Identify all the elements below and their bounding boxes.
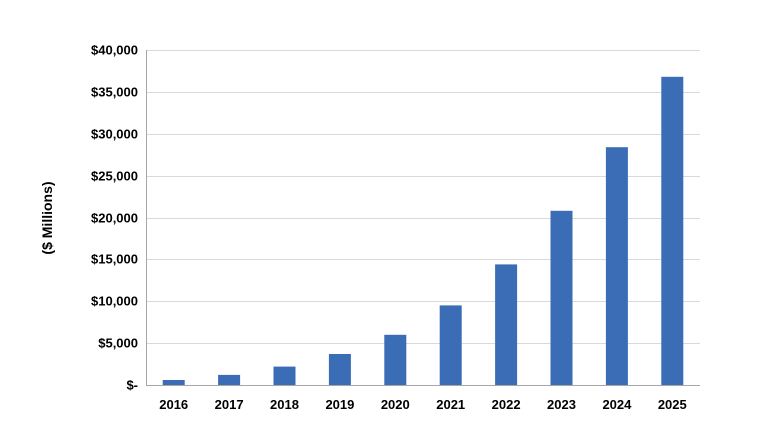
y-tick-label: $30,000	[91, 127, 138, 142]
bar-2019	[328, 354, 351, 385]
gridlines	[146, 50, 700, 344]
x-tick-labels: 2016 2017 2018 2019 2020 2021 2022 2023 2024 2025	[159, 397, 687, 412]
bars	[162, 76, 684, 386]
y-tick-labels: $- $5,000 $10,000 $15,000 $20,000 $25,000 $30,…	[91, 43, 138, 393]
x-tick-label-2018: 2018	[270, 397, 299, 412]
y-axis-title: ($ Millions)	[39, 181, 55, 254]
x-tick-label-2025: 2025	[658, 397, 687, 412]
x-tick-label-2022: 2022	[492, 397, 521, 412]
y-tick-label: $15,000	[91, 252, 138, 267]
bar-2023	[550, 210, 573, 385]
x-tick-label-2021: 2021	[436, 397, 465, 412]
y-tick-label: $-	[126, 378, 138, 393]
bar-2021	[439, 305, 462, 385]
bar-2022	[495, 264, 518, 385]
x-tick-label-2023: 2023	[547, 397, 576, 412]
axes	[146, 50, 700, 386]
bar-2020	[384, 334, 407, 386]
bar-2017	[218, 374, 241, 385]
y-tick-label: $40,000	[91, 43, 138, 58]
y-tick-label: $5,000	[98, 336, 138, 351]
y-tick-label: $25,000	[91, 169, 138, 184]
bar-2016	[162, 380, 185, 385]
x-tick-label-2017: 2017	[215, 397, 244, 412]
bar-2024	[605, 147, 628, 385]
y-tick-label: $10,000	[91, 294, 138, 309]
bar-2025	[661, 76, 684, 386]
bar-2018	[273, 366, 296, 385]
x-tick-label-2024: 2024	[602, 397, 632, 412]
y-tick-label: $20,000	[91, 211, 138, 226]
y-tick-label: $35,000	[91, 85, 138, 100]
x-tick-label-2016: 2016	[159, 397, 188, 412]
x-tick-label-2020: 2020	[381, 397, 410, 412]
x-tick-label-2019: 2019	[325, 397, 354, 412]
